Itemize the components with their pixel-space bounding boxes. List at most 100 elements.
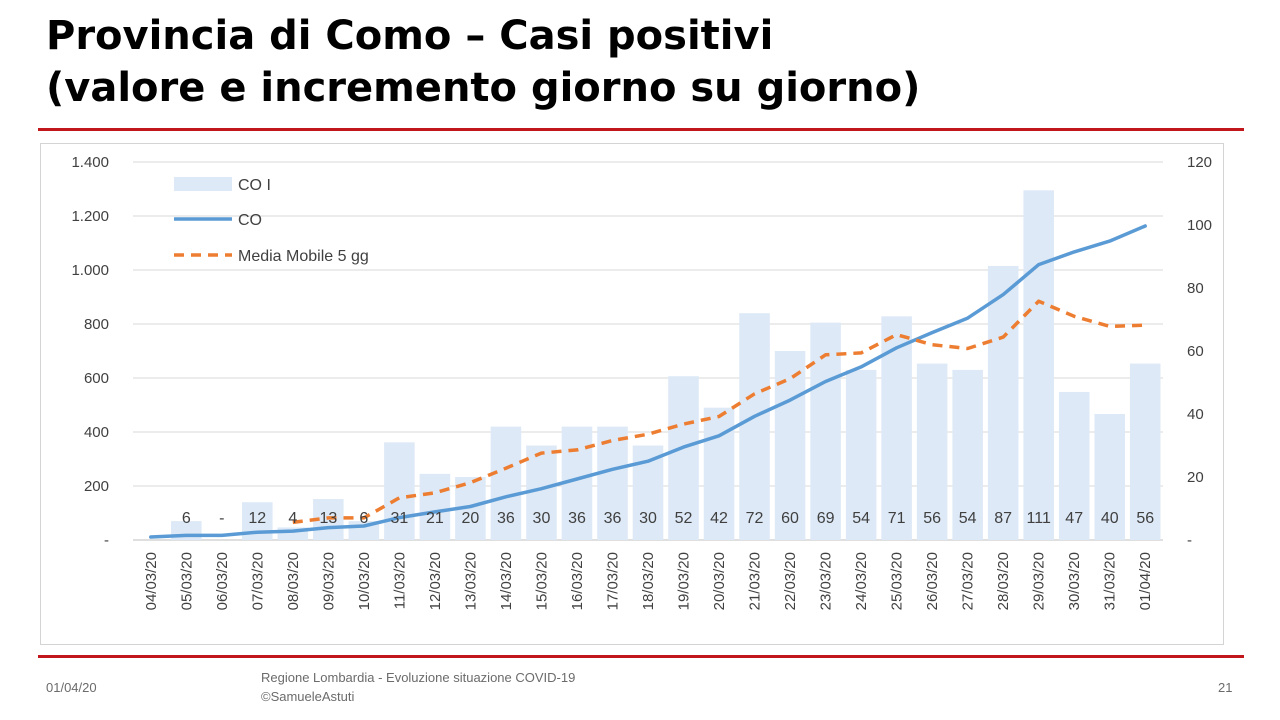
bar [1129, 363, 1161, 540]
x-axis-tick-label: 26/03/20 [924, 552, 941, 610]
bar-data-label: 72 [746, 510, 764, 527]
bar-data-label: 56 [923, 510, 941, 527]
x-axis-tick-label: 24/03/20 [853, 552, 870, 610]
bar-data-label: 36 [568, 510, 586, 527]
left-axis-tick-label: 600 [84, 370, 109, 387]
x-axis-tick-label: 04/03/20 [143, 552, 160, 610]
bar-data-label: - [219, 510, 224, 527]
bar-data-label: 36 [604, 510, 622, 527]
bar-data-label: 6 [359, 510, 368, 527]
bar-data-label: 20 [462, 510, 480, 527]
x-axis-tick-label: 30/03/20 [1066, 552, 1083, 610]
x-axis-tick-label: 27/03/20 [960, 552, 977, 610]
bar-data-label: 47 [1065, 510, 1083, 527]
bar-data-label: 71 [888, 510, 906, 527]
right-axis-tick-label: 20 [1187, 469, 1204, 486]
x-axis-tick-label: 20/03/20 [711, 552, 728, 610]
bar [1023, 190, 1054, 540]
bar [845, 369, 877, 540]
bar-data-label: 54 [959, 510, 977, 527]
footer-source-line1: Regione Lombardia - Evoluzione situazion… [261, 670, 576, 685]
footer-date: 01/04/20 [46, 680, 97, 695]
chart-frame: - 200 400 600 800 1.000 1.200 1.400 - 20 40 60 80 100… [40, 143, 1224, 645]
right-axis-tick-label: 100 [1187, 217, 1212, 234]
bar-data-label: 42 [710, 510, 728, 527]
left-axis-tick-label: 400 [84, 424, 109, 441]
bar [987, 265, 1019, 540]
bar [952, 369, 983, 540]
top-divider [38, 128, 1244, 131]
x-axis-tick-label: 01/04/20 [1137, 552, 1154, 610]
bar-data-label: 21 [426, 510, 444, 527]
left-axis-tick-label: 1.000 [71, 262, 109, 279]
series-line-co [149, 224, 1147, 539]
bar-data-label: 87 [994, 510, 1012, 527]
bar-data-label: 60 [781, 510, 799, 527]
bar-data-label: 6 [182, 510, 191, 527]
bar [490, 426, 522, 540]
x-axis-tick-label: 25/03/20 [889, 552, 906, 610]
bar [419, 473, 451, 540]
slide-title: Provincia di Como – Casi positivi (valor… [46, 10, 920, 114]
bar-data-label: 13 [319, 510, 337, 527]
bar [1058, 391, 1090, 540]
cases-chart: - 200 400 600 800 1.000 1.200 1.400 - 20 40 60 80 100… [71, 154, 1212, 610]
right-axis-tick-label: 40 [1187, 406, 1204, 423]
left-axis-tick-label: 200 [84, 478, 109, 495]
legend-label-bars: CO I [238, 177, 271, 194]
x-axis-tick-label: 07/03/20 [249, 552, 266, 610]
right-axis-tick-label: 120 [1187, 154, 1212, 171]
bar [810, 322, 841, 540]
bar-data-label: 111 [1027, 510, 1051, 527]
bar-data-label: 30 [639, 510, 657, 527]
slide-title-line2: (valore e incremento giorno su giorno) [46, 65, 921, 111]
bar-data-label: 12 [248, 510, 266, 527]
x-axis-tick-label: 06/03/20 [214, 552, 231, 610]
right-axis-tick-label: - [1187, 532, 1192, 549]
x-axis-tick-label: 18/03/20 [640, 552, 657, 610]
footer-page-number: 21 [1218, 680, 1233, 695]
bar [597, 426, 628, 540]
bar-data-label: 69 [817, 510, 835, 527]
left-axis-tick-label: - [104, 532, 109, 549]
x-axis-tick-label: 09/03/20 [320, 552, 337, 610]
bar [881, 316, 912, 540]
right-axis-tick-label: 80 [1187, 280, 1204, 297]
bar [916, 363, 948, 540]
bar-data-label: 36 [497, 510, 515, 527]
x-axis-tick-label: 23/03/20 [818, 552, 835, 610]
bottom-divider [38, 655, 1244, 658]
bar-data-label: 40 [1101, 510, 1119, 527]
x-axis-tick-label: 15/03/20 [533, 552, 550, 610]
right-axis-tick-label: 60 [1187, 343, 1204, 360]
bar [1094, 414, 1125, 540]
x-axis-tick-label: 17/03/20 [604, 552, 621, 610]
slide-title-line1: Provincia di Como – Casi positivi [46, 13, 774, 59]
x-axis-tick-label: 16/03/20 [569, 552, 586, 610]
bar-data-label: 30 [533, 510, 551, 527]
x-axis-tick-label: 10/03/20 [356, 552, 373, 610]
x-axis-tick-label: 29/03/20 [1031, 552, 1048, 610]
bar-data-label: 52 [675, 510, 693, 527]
bar [668, 376, 699, 540]
bar [384, 442, 415, 540]
x-axis-tick-label: 22/03/20 [782, 552, 799, 610]
x-axis-tick-label: 28/03/20 [995, 552, 1012, 610]
series-line-moving-average [292, 299, 1146, 525]
x-axis-tick-label: 31/03/20 [1102, 552, 1119, 610]
bar [739, 313, 770, 540]
x-axis-tick-label: 21/03/20 [747, 552, 764, 610]
footer-source-line2: ©SamueleAstuti [261, 689, 355, 704]
x-axis-tick-label: 05/03/20 [178, 552, 195, 610]
legend-swatch-bars [174, 177, 232, 191]
x-axis-tick-label: 19/03/20 [676, 552, 693, 610]
bar-data-label: 54 [852, 510, 870, 527]
x-axis-tick-label: 12/03/20 [427, 552, 444, 610]
bar-data-label: 4 [288, 510, 297, 527]
x-axis-tick-label: 13/03/20 [462, 552, 479, 610]
bar-data-label: 31 [390, 510, 408, 527]
x-axis-tick-label: 14/03/20 [498, 552, 515, 610]
legend-label-co: CO [238, 212, 262, 229]
legend-label-moving-average: Media Mobile 5 gg [238, 248, 369, 265]
left-axis-tick-label: 1.400 [71, 154, 109, 171]
